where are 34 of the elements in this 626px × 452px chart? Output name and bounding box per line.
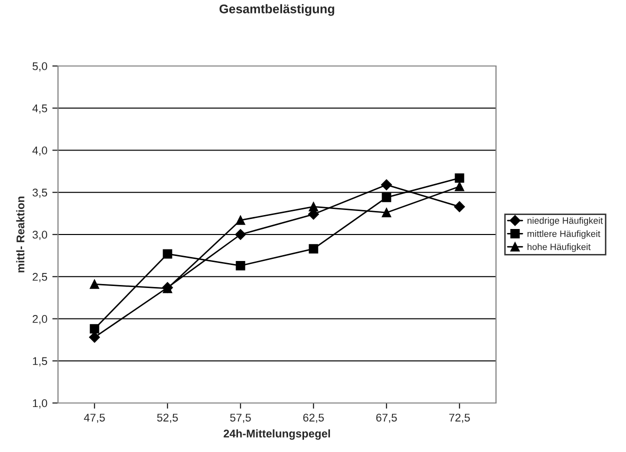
point	[454, 182, 464, 192]
point	[162, 249, 172, 259]
point	[454, 201, 465, 212]
point	[382, 208, 392, 218]
legend-label: niedrige Häufigkeit	[528, 217, 603, 226]
x-tick-label: 62,5	[303, 414, 324, 423]
y-tick-label: 4,5	[32, 104, 48, 114]
point	[382, 192, 392, 202]
point	[90, 280, 100, 289]
y-tick-label: 3,5	[32, 188, 48, 198]
chart-title: Gesamtbelästigung	[220, 4, 334, 16]
legend-label: hohe Häufigkeit	[528, 243, 591, 252]
x-tick-label: 52,5	[157, 414, 178, 423]
point	[454, 173, 464, 183]
point	[235, 229, 246, 240]
y-tick-label: 5,0	[32, 62, 48, 72]
x-tick-label: 67,5	[376, 414, 397, 423]
x-tick-label: 47,5	[84, 414, 105, 423]
y-tick-label: 1,5	[32, 357, 48, 366]
point	[308, 244, 318, 254]
x-tick-label: 72,5	[449, 414, 470, 423]
y-tick-label: 2,0	[32, 315, 48, 324]
point	[236, 215, 246, 225]
x-tick-label: 57,5	[230, 414, 251, 423]
y-tick-label: 3,0	[32, 230, 48, 240]
point	[381, 179, 392, 190]
point	[90, 324, 100, 334]
legend-label: mittlere Häufigkeit	[528, 230, 600, 239]
y-tick-label: 2,5	[32, 272, 48, 282]
y-tick-label: 4,0	[32, 146, 48, 156]
x-axis-title: 24h-Mittelungspegel	[224, 429, 330, 440]
y-tick-label: 1,0	[32, 399, 48, 408]
point	[236, 260, 246, 270]
y-axis-title: mittl- Reaktion	[16, 196, 24, 272]
